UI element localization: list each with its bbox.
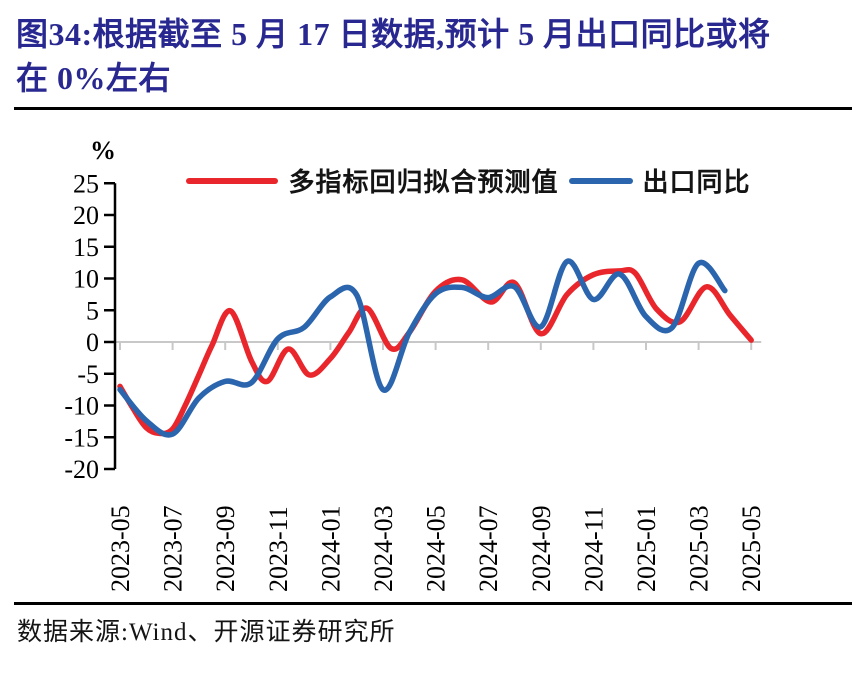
legend-label-fitted-prediction: 多指标回归拟合预测值 <box>288 168 559 197</box>
legend-swatch-export-yoy <box>568 177 633 184</box>
y-tick-label: 5 <box>86 296 99 325</box>
x-tick-label: 2025-03 <box>685 505 714 592</box>
y-tick-label: 15 <box>73 233 99 262</box>
chart-legend: 多指标回归拟合预测值 出口同比 <box>0 162 867 199</box>
legend-label-export-yoy: 出口同比 <box>642 168 751 197</box>
y-tick-label: -5 <box>77 360 99 389</box>
data-source-text: 数据来源:Wind、开源证券研究所 <box>17 619 396 646</box>
y-tick-label: -20 <box>64 455 99 484</box>
figure-title: 图34:根据截至 5 月 17 日数据,预计 5 月出口同比或将 在 0%左右 <box>16 12 852 100</box>
x-tick-label: 2025-05 <box>737 505 766 592</box>
x-tick-label: 2024-03 <box>369 505 398 592</box>
x-tick-label: 2024-09 <box>527 505 556 592</box>
x-tick-label: 2023-09 <box>211 505 240 592</box>
x-tick-label: 2023-11 <box>264 506 293 592</box>
y-axis-unit-label: % <box>90 136 116 165</box>
y-tick-label: -15 <box>64 423 99 452</box>
x-tick-label: 2024-05 <box>422 505 451 592</box>
title-divider-line <box>14 107 852 110</box>
figure-title-line-2: 在 0%左右 <box>16 60 172 96</box>
y-tick-label: 25 <box>73 169 99 198</box>
y-tick-label: 0 <box>86 328 99 357</box>
footer-divider-line <box>14 602 852 605</box>
x-tick-label: 2024-11 <box>579 506 608 592</box>
legend-swatch-fitted-prediction <box>186 177 279 184</box>
x-tick-label: 2024-07 <box>474 505 503 592</box>
x-tick-label: 2023-05 <box>106 505 135 592</box>
x-tick-label: 2023-07 <box>159 505 188 592</box>
y-tick-label: 20 <box>73 201 99 230</box>
y-tick-label: -10 <box>64 392 99 421</box>
figure-title-line-1: 图34:根据截至 5 月 17 日数据,预计 5 月出口同比或将 <box>16 16 771 52</box>
y-tick-label: 10 <box>73 265 99 294</box>
x-tick-label: 2024-01 <box>316 505 345 592</box>
x-tick-label: 2025-01 <box>632 505 661 592</box>
line-chart: % 多指标回归拟合预测值 出口同比 25 20 15 10 5 0 -5 -10 -15 -20 2… <box>0 130 867 605</box>
export-yoy-line <box>117 258 728 438</box>
fitted-prediction-line <box>117 266 754 437</box>
